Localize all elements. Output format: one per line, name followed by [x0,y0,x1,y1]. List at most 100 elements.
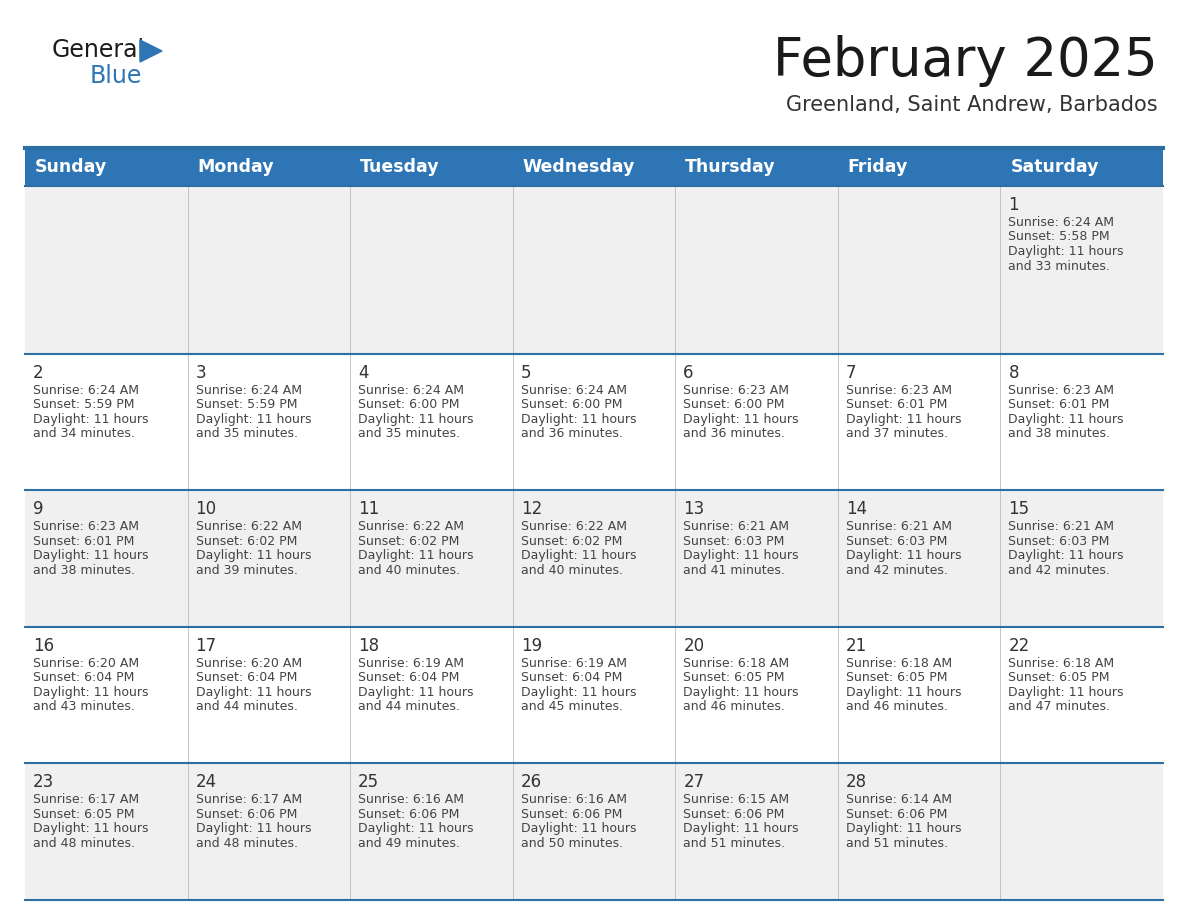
Text: Sunrise: 6:21 AM: Sunrise: 6:21 AM [683,521,789,533]
Text: 4: 4 [358,364,368,382]
Text: Sunset: 6:02 PM: Sunset: 6:02 PM [196,535,297,548]
Text: Sunset: 6:01 PM: Sunset: 6:01 PM [33,535,134,548]
Text: Sunrise: 6:20 AM: Sunrise: 6:20 AM [196,657,302,670]
Text: Blue: Blue [90,64,143,88]
Text: Daylight: 11 hours: Daylight: 11 hours [683,549,798,563]
Text: 7: 7 [846,364,857,382]
Text: and 44 minutes.: and 44 minutes. [196,700,297,713]
Bar [25,490,1163,627]
Text: 22: 22 [1009,637,1030,655]
Text: Sunrise: 6:23 AM: Sunrise: 6:23 AM [33,521,139,533]
Text: Sunset: 6:01 PM: Sunset: 6:01 PM [846,398,947,411]
Text: Daylight: 11 hours: Daylight: 11 hours [1009,549,1124,563]
Text: Sunset: 5:59 PM: Sunset: 5:59 PM [196,398,297,411]
Text: 15: 15 [1009,500,1030,519]
Text: Daylight: 11 hours: Daylight: 11 hours [520,549,637,563]
Text: and 40 minutes.: and 40 minutes. [520,564,623,577]
Text: Sunset: 5:58 PM: Sunset: 5:58 PM [1009,230,1110,243]
Text: Thursday: Thursday [685,158,776,176]
Text: Daylight: 11 hours: Daylight: 11 hours [683,686,798,699]
Text: Sunrise: 6:23 AM: Sunrise: 6:23 AM [846,384,952,397]
Text: and 37 minutes.: and 37 minutes. [846,427,948,441]
Text: 14: 14 [846,500,867,519]
Text: Sunset: 6:00 PM: Sunset: 6:00 PM [358,398,460,411]
Text: Sunrise: 6:20 AM: Sunrise: 6:20 AM [33,657,139,670]
Text: and 39 minutes.: and 39 minutes. [196,564,297,577]
Text: Sunset: 6:05 PM: Sunset: 6:05 PM [683,671,785,685]
Text: Daylight: 11 hours: Daylight: 11 hours [683,413,798,426]
Text: 19: 19 [520,637,542,655]
Text: and 49 minutes.: and 49 minutes. [358,837,460,850]
Text: 20: 20 [683,637,704,655]
Bar [25,186,1163,353]
Text: and 38 minutes.: and 38 minutes. [33,564,135,577]
Text: General: General [52,38,145,62]
Text: and 40 minutes.: and 40 minutes. [358,564,460,577]
Text: 2: 2 [33,364,44,382]
Text: 21: 21 [846,637,867,655]
Text: Sunrise: 6:18 AM: Sunrise: 6:18 AM [846,657,952,670]
Bar [25,627,1163,764]
Text: Sunrise: 6:24 AM: Sunrise: 6:24 AM [196,384,302,397]
Text: Sunset: 6:05 PM: Sunset: 6:05 PM [846,671,947,685]
Text: Sunrise: 6:22 AM: Sunrise: 6:22 AM [520,521,627,533]
Text: Daylight: 11 hours: Daylight: 11 hours [1009,245,1124,258]
Text: Sunrise: 6:19 AM: Sunrise: 6:19 AM [520,657,627,670]
Text: 28: 28 [846,774,867,791]
Text: Daylight: 11 hours: Daylight: 11 hours [196,823,311,835]
Text: Sunset: 6:06 PM: Sunset: 6:06 PM [846,808,947,821]
Text: Sunrise: 6:21 AM: Sunrise: 6:21 AM [1009,521,1114,533]
Text: Sunset: 6:03 PM: Sunset: 6:03 PM [1009,535,1110,548]
Text: and 45 minutes.: and 45 minutes. [520,700,623,713]
Text: 27: 27 [683,774,704,791]
Text: and 48 minutes.: and 48 minutes. [196,837,297,850]
Text: 25: 25 [358,774,379,791]
Text: Sunset: 5:59 PM: Sunset: 5:59 PM [33,398,134,411]
Text: Greenland, Saint Andrew, Barbados: Greenland, Saint Andrew, Barbados [786,95,1158,115]
Text: 13: 13 [683,500,704,519]
Text: Sunset: 6:02 PM: Sunset: 6:02 PM [520,535,623,548]
Text: Daylight: 11 hours: Daylight: 11 hours [196,413,311,426]
Text: Wednesday: Wednesday [523,158,636,176]
Text: Daylight: 11 hours: Daylight: 11 hours [1009,413,1124,426]
Text: 5: 5 [520,364,531,382]
Text: Saturday: Saturday [1011,158,1099,176]
Text: Daylight: 11 hours: Daylight: 11 hours [846,549,961,563]
Text: Sunset: 6:03 PM: Sunset: 6:03 PM [846,535,947,548]
Text: Sunset: 6:03 PM: Sunset: 6:03 PM [683,535,784,548]
Text: and 44 minutes.: and 44 minutes. [358,700,460,713]
Text: 24: 24 [196,774,216,791]
Bar [25,353,1163,490]
Text: Daylight: 11 hours: Daylight: 11 hours [846,823,961,835]
Text: 26: 26 [520,774,542,791]
Text: Daylight: 11 hours: Daylight: 11 hours [846,413,961,426]
Text: Daylight: 11 hours: Daylight: 11 hours [358,549,474,563]
Text: 18: 18 [358,637,379,655]
Text: Sunset: 6:06 PM: Sunset: 6:06 PM [196,808,297,821]
Text: and 46 minutes.: and 46 minutes. [846,700,948,713]
Text: Sunset: 6:02 PM: Sunset: 6:02 PM [358,535,460,548]
Text: 10: 10 [196,500,216,519]
Text: 23: 23 [33,774,55,791]
Text: Daylight: 11 hours: Daylight: 11 hours [358,823,474,835]
Text: Sunrise: 6:23 AM: Sunrise: 6:23 AM [683,384,789,397]
Text: Sunset: 6:05 PM: Sunset: 6:05 PM [33,808,134,821]
Text: 16: 16 [33,637,55,655]
Text: Sunset: 6:01 PM: Sunset: 6:01 PM [1009,398,1110,411]
Text: and 35 minutes.: and 35 minutes. [358,427,460,441]
Text: Sunset: 6:04 PM: Sunset: 6:04 PM [196,671,297,685]
Text: Sunrise: 6:19 AM: Sunrise: 6:19 AM [358,657,465,670]
Text: Daylight: 11 hours: Daylight: 11 hours [33,413,148,426]
Text: and 47 minutes.: and 47 minutes. [1009,700,1111,713]
Text: Sunset: 6:00 PM: Sunset: 6:00 PM [683,398,785,411]
Text: Friday: Friday [848,158,909,176]
Text: Sunrise: 6:18 AM: Sunrise: 6:18 AM [683,657,789,670]
Text: and 46 minutes.: and 46 minutes. [683,700,785,713]
Text: 9: 9 [33,500,44,519]
Text: Daylight: 11 hours: Daylight: 11 hours [33,549,148,563]
Text: Daylight: 11 hours: Daylight: 11 hours [683,823,798,835]
Text: Sunset: 6:04 PM: Sunset: 6:04 PM [520,671,623,685]
Text: 1: 1 [1009,196,1019,214]
Text: and 42 minutes.: and 42 minutes. [1009,564,1111,577]
Text: Sunrise: 6:24 AM: Sunrise: 6:24 AM [358,384,465,397]
